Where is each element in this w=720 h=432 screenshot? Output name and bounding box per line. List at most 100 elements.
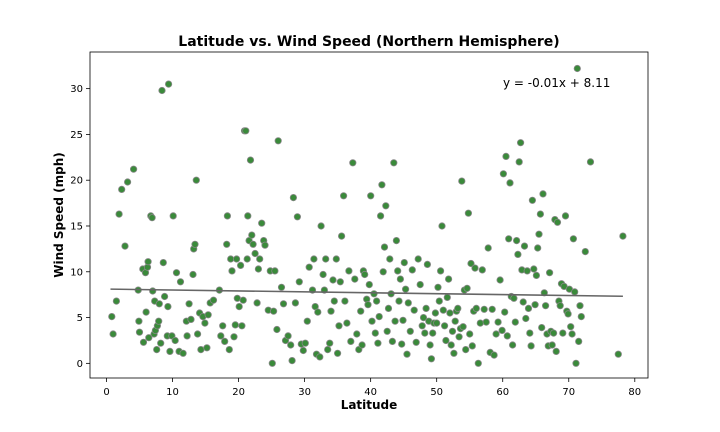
data-point xyxy=(440,322,449,330)
data-point xyxy=(332,255,340,263)
data-point xyxy=(408,266,416,274)
data-point xyxy=(451,317,459,325)
data-point xyxy=(293,213,301,221)
data-point xyxy=(317,222,325,230)
data-point xyxy=(502,152,510,160)
data-point xyxy=(121,242,129,250)
data-point xyxy=(179,349,187,357)
data-point xyxy=(531,301,539,309)
data-point xyxy=(419,313,428,322)
data-point xyxy=(455,333,463,341)
data-point xyxy=(443,293,451,301)
data-point xyxy=(367,192,375,200)
data-point xyxy=(515,158,523,166)
data-point xyxy=(553,218,562,226)
data-point xyxy=(390,159,398,167)
data-point xyxy=(329,276,337,284)
data-point xyxy=(524,304,533,312)
data-point xyxy=(459,323,467,331)
data-point xyxy=(450,349,458,357)
data-point xyxy=(528,196,537,204)
data-point xyxy=(183,332,191,340)
data-point xyxy=(139,338,148,346)
data-point xyxy=(581,248,589,256)
y-tick-label: 10 xyxy=(70,267,83,278)
data-point xyxy=(273,325,281,334)
data-point xyxy=(203,344,211,352)
data-point xyxy=(330,297,338,305)
data-point xyxy=(289,194,297,202)
data-point xyxy=(316,353,324,361)
data-point xyxy=(526,329,534,337)
data-point xyxy=(299,346,307,355)
data-point xyxy=(201,319,209,327)
data-point xyxy=(472,304,480,312)
data-point xyxy=(426,341,434,349)
data-point xyxy=(149,287,157,295)
data-point xyxy=(488,305,496,313)
data-point xyxy=(468,342,476,350)
data-point xyxy=(520,242,529,250)
data-point xyxy=(217,332,225,340)
data-point xyxy=(410,306,418,314)
data-point xyxy=(254,265,262,273)
data-point xyxy=(386,255,394,263)
data-point xyxy=(505,235,513,243)
data-point xyxy=(336,278,344,286)
data-point xyxy=(569,235,578,243)
data-point xyxy=(444,275,453,283)
data-point xyxy=(301,339,309,347)
y-tick-label: 15 xyxy=(70,221,83,232)
data-point xyxy=(433,319,441,327)
data-point xyxy=(209,296,218,304)
data-point xyxy=(235,302,243,311)
x-tick-label: 10 xyxy=(166,387,179,398)
data-point xyxy=(391,317,399,325)
data-point xyxy=(442,336,450,345)
data-point xyxy=(164,302,172,311)
data-point xyxy=(492,330,500,338)
data-point xyxy=(423,260,431,268)
data-point xyxy=(314,308,322,316)
data-point xyxy=(448,327,457,335)
data-point xyxy=(115,210,123,218)
data-point xyxy=(556,302,564,310)
data-point xyxy=(447,341,455,349)
data-point xyxy=(463,284,471,292)
y-tick-label: 20 xyxy=(70,176,83,187)
data-point xyxy=(233,294,241,302)
data-point xyxy=(194,330,202,338)
data-point xyxy=(324,345,332,354)
data-point xyxy=(191,240,199,248)
data-point xyxy=(372,297,381,305)
data-point xyxy=(395,297,403,305)
data-point xyxy=(155,300,163,308)
data-point xyxy=(404,299,412,307)
data-point xyxy=(228,267,236,275)
data-point xyxy=(271,267,279,275)
data-point xyxy=(403,350,411,358)
data-point xyxy=(439,306,447,314)
data-point xyxy=(327,307,335,315)
data-point xyxy=(358,341,366,349)
data-point xyxy=(169,212,177,220)
data-point xyxy=(142,308,150,316)
data-point xyxy=(337,232,346,240)
data-point xyxy=(135,328,144,336)
data-point xyxy=(498,326,506,334)
data-point xyxy=(412,338,420,346)
data-point xyxy=(277,283,286,291)
data-point xyxy=(454,304,462,312)
regression-equation: y = -0.01x + 8.11 xyxy=(503,76,610,90)
data-point xyxy=(303,317,311,325)
data-point xyxy=(514,250,522,258)
data-point xyxy=(279,300,288,308)
data-point xyxy=(204,311,212,319)
data-point xyxy=(253,299,261,307)
data-point xyxy=(185,300,193,308)
data-point xyxy=(223,240,231,248)
data-point xyxy=(233,255,241,263)
data-point xyxy=(586,158,595,166)
data-point xyxy=(406,327,414,335)
data-point xyxy=(166,347,174,355)
